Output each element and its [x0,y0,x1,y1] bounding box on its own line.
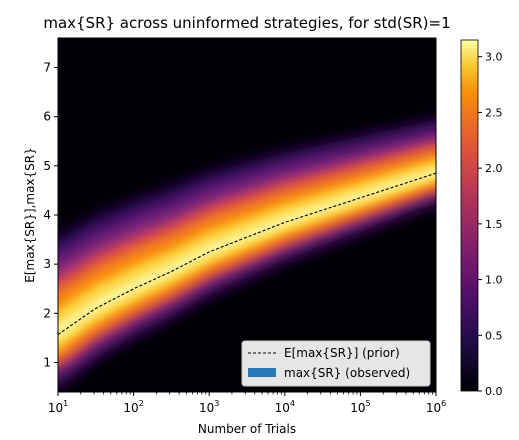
colorbar-tick-label: 3.0 [485,51,503,64]
y-tick-label: 4 [43,208,51,222]
y-tick-label: 1 [43,356,51,370]
x-tick-label: 104 [275,399,295,415]
legend-label-observed: max{SR} (observed) [284,366,410,380]
colorbar-tick-label: 1.5 [485,218,503,231]
x-axis-ticks: 101 102 103 104 105 106 [48,392,446,415]
legend-label-prior: E[max{SR}] (prior) [284,346,400,360]
x-tick-label: 101 [48,399,68,415]
y-tick-label: 7 [43,61,51,75]
y-tick-label: 3 [43,257,51,271]
colorbar-tick-label: 2.5 [485,106,503,119]
chart-title: max{SR} across uninformed strategies, fo… [43,14,450,32]
legend: E[max{SR}] (prior) max{SR} (observed) [241,340,431,387]
y-axis-label: E[max{SR}],max{SR} [23,147,37,283]
x-tick-label: 106 [426,399,446,415]
legend-box [241,340,431,387]
x-tick-label: 103 [199,399,219,415]
colorbar-tick-label: 1.0 [485,274,503,287]
colorbar [460,39,479,392]
series-line-prior [58,172,436,335]
legend-swatch-observed [248,368,276,377]
colorbar-tick-label: 0.5 [485,329,503,342]
density-heatmap [58,120,436,387]
colorbar-tick-label: 0.0 [485,385,503,398]
y-tick-label: 5 [43,159,51,173]
x-tick-label: 105 [350,399,370,415]
y-axis-ticks: 1 2 3 4 5 6 7 [43,61,58,370]
colorbar-tick-label: 2.0 [485,162,503,175]
x-axis-label: Number of Trials [198,422,296,436]
x-tick-label: 102 [123,399,143,415]
y-tick-label: 2 [43,306,51,320]
density-band-core [58,167,436,341]
colorbar-ticks: 0.0 0.5 1.0 1.5 2.0 2.5 3.0 [478,51,503,398]
y-tick-label: 6 [43,110,51,124]
